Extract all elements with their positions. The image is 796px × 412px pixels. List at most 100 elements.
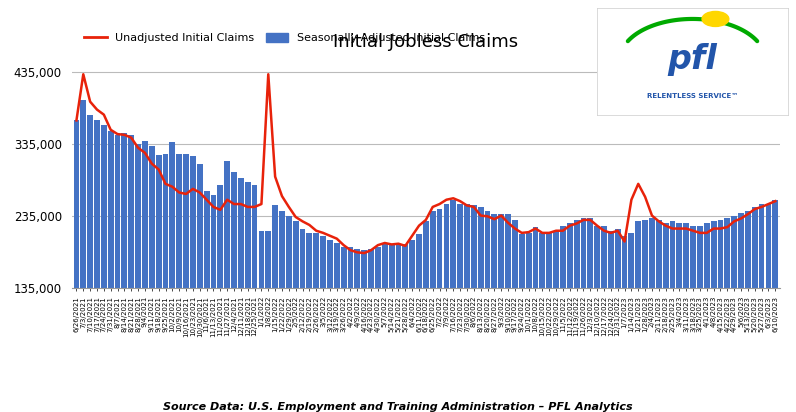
Line: Unadjusted Initial Claims: Unadjusted Initial Claims <box>76 74 775 253</box>
Bar <box>115 135 120 386</box>
Bar <box>656 220 661 386</box>
Bar <box>348 247 353 386</box>
Bar <box>443 204 449 386</box>
Bar <box>354 249 361 386</box>
Bar <box>245 183 251 386</box>
Bar <box>416 234 422 386</box>
Bar <box>382 244 388 386</box>
Bar <box>505 214 511 386</box>
Bar <box>128 135 135 386</box>
Unadjusted Initial Claims <box>490 217 499 222</box>
Title: Initial Jobless Claims: Initial Jobless Claims <box>334 33 518 51</box>
Bar <box>533 227 538 386</box>
Bar <box>217 185 223 386</box>
Bar <box>471 206 477 386</box>
Bar <box>306 233 312 386</box>
Bar <box>94 120 100 386</box>
Unadjusted Initial Claims <box>271 174 280 179</box>
Bar <box>259 231 264 386</box>
Unadjusted Initial Claims <box>723 225 732 229</box>
Bar <box>368 249 374 386</box>
Text: RELENTLESS SERVICE™: RELENTLESS SERVICE™ <box>647 93 738 99</box>
Unadjusted Initial Claims <box>702 230 712 235</box>
Text: pfl: pfl <box>668 43 717 76</box>
Bar <box>615 229 621 386</box>
Bar <box>649 218 655 386</box>
Bar <box>677 223 682 386</box>
Unadjusted Initial Claims <box>72 118 81 123</box>
Bar <box>587 218 593 386</box>
Bar <box>732 215 737 386</box>
Bar <box>478 207 484 386</box>
Unadjusted Initial Claims <box>79 72 88 77</box>
Bar <box>375 246 380 386</box>
Bar <box>525 233 532 386</box>
Bar <box>553 231 559 386</box>
Bar <box>388 244 395 386</box>
Bar <box>224 161 230 386</box>
Bar <box>403 244 408 386</box>
Bar <box>751 207 758 386</box>
Bar <box>663 223 669 386</box>
Bar <box>498 214 504 386</box>
Bar <box>683 223 689 386</box>
Unadjusted Initial Claims <box>716 226 725 231</box>
Bar <box>697 226 703 386</box>
Bar <box>334 243 340 386</box>
Bar <box>101 125 107 386</box>
Bar <box>629 233 634 386</box>
Bar <box>314 233 319 386</box>
Bar <box>567 223 572 386</box>
Bar <box>724 218 730 386</box>
Bar <box>574 220 579 386</box>
Bar <box>142 140 148 386</box>
Bar <box>759 204 764 386</box>
Bar <box>293 221 298 386</box>
Bar <box>622 236 627 386</box>
Bar <box>608 231 614 386</box>
Bar <box>162 154 169 386</box>
Bar <box>491 214 498 386</box>
Bar <box>320 236 326 386</box>
Bar <box>396 244 401 386</box>
Text: Source Data: U.S. Employment and Training Administration – PFL Analytics: Source Data: U.S. Employment and Trainin… <box>163 402 633 412</box>
Bar <box>327 240 333 386</box>
Bar <box>211 195 217 386</box>
Bar <box>88 115 93 386</box>
Bar <box>73 120 80 386</box>
Bar <box>601 226 607 386</box>
Bar <box>690 226 696 386</box>
Bar <box>299 229 306 386</box>
Bar <box>204 191 209 386</box>
Bar <box>485 211 490 386</box>
Bar <box>122 133 127 386</box>
Bar <box>361 250 367 386</box>
Bar <box>519 234 525 386</box>
Bar <box>766 204 771 386</box>
Bar <box>546 233 552 386</box>
Bar <box>286 215 292 386</box>
Bar <box>580 218 587 386</box>
Bar <box>409 240 415 386</box>
Bar <box>704 223 710 386</box>
Bar <box>738 213 744 386</box>
Bar <box>430 211 435 386</box>
Bar <box>635 221 641 386</box>
Bar <box>512 220 518 386</box>
Bar <box>642 220 648 386</box>
Bar <box>457 204 463 386</box>
Bar <box>595 226 600 386</box>
Bar <box>156 155 162 386</box>
Bar <box>80 100 86 386</box>
Bar <box>745 211 751 386</box>
Bar <box>711 221 716 386</box>
Bar <box>772 200 778 386</box>
Legend: Unadjusted Initial Claims, Seasonally Adjusted Initial Claims: Unadjusted Initial Claims, Seasonally Ad… <box>84 33 485 43</box>
Bar <box>341 246 346 386</box>
Bar <box>176 154 182 386</box>
Bar <box>252 185 257 386</box>
Bar <box>265 231 271 386</box>
Bar <box>170 142 175 386</box>
Unadjusted Initial Claims <box>736 216 746 221</box>
Bar <box>197 164 203 386</box>
